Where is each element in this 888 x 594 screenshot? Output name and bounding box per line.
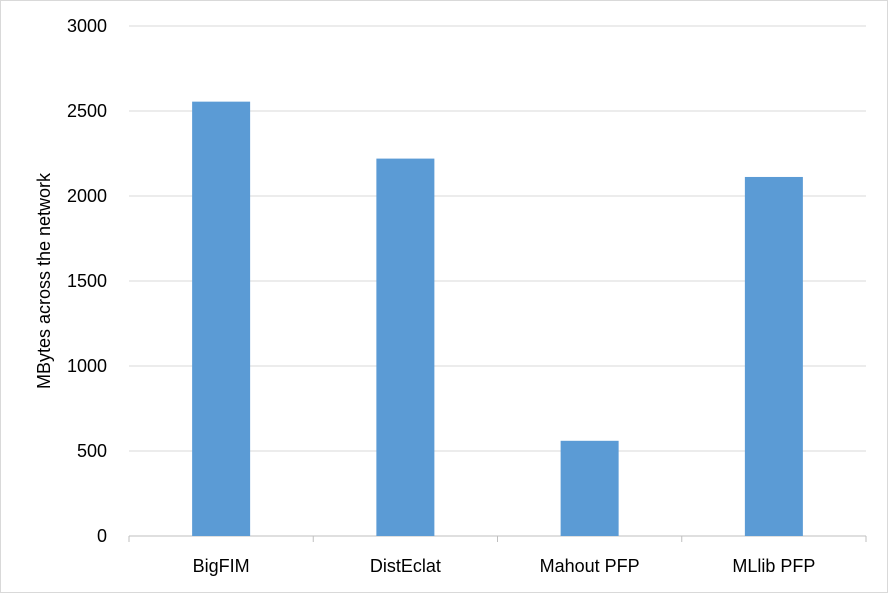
y-tick-label: 0 (97, 526, 107, 546)
y-tick-label: 2500 (67, 101, 107, 121)
x-tick-label: BigFIM (193, 556, 250, 576)
y-tick-label: 500 (77, 441, 107, 461)
y-tick-label: 1500 (67, 271, 107, 291)
x-tick-label: Mahout PFP (540, 556, 640, 576)
x-axis-tick-labels: BigFIM DistEclat Mahout PFP MLlib PFP (193, 556, 816, 576)
y-axis-tick-labels: 0 500 1000 1500 2000 2500 3000 (67, 16, 107, 546)
bar-disteclat (376, 158, 435, 536)
x-tick-label: DistEclat (370, 556, 441, 576)
y-tick-label: 3000 (67, 16, 107, 36)
y-axis-label: MBytes across the network (34, 172, 54, 389)
gridlines (128, 25, 867, 542)
bar-mahout-pfp (560, 440, 619, 536)
bar-bigfim (192, 101, 251, 537)
x-tick-label: MLlib PFP (732, 556, 815, 576)
y-tick-label: 2000 (67, 186, 107, 206)
bars (192, 101, 803, 537)
bar-mllib-pfp (744, 176, 803, 536)
y-tick-label: 1000 (67, 356, 107, 376)
